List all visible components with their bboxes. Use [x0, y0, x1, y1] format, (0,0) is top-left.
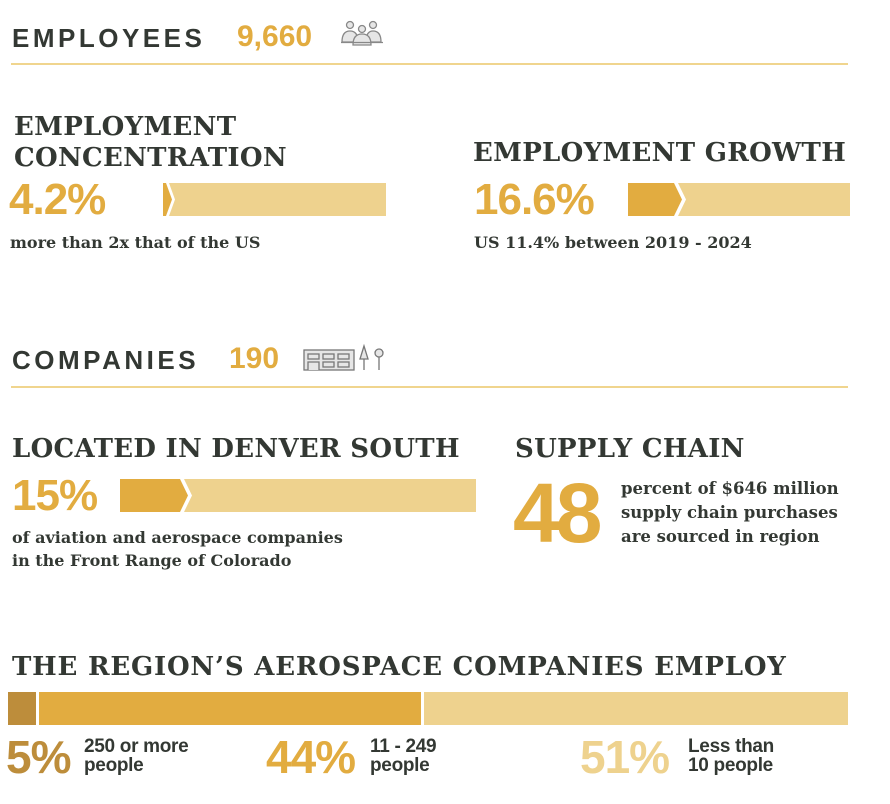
supply-note-line3: are sourced in region: [621, 527, 820, 546]
region-medium-label: 11 - 249 people: [370, 736, 437, 776]
divider: [11, 386, 848, 388]
region-large-line2: people: [84, 755, 144, 776]
growth-value: 16.6%: [474, 175, 595, 224]
region-bar-large: [8, 692, 36, 725]
located-value: 15%: [12, 471, 98, 520]
companies-label: COMPANIES: [12, 345, 200, 375]
region-bar-medium: [39, 692, 421, 725]
employees-label: EMPLOYEES: [12, 23, 206, 53]
region-medium-value: 44%: [266, 731, 356, 783]
region-small-value: 51%: [580, 731, 670, 783]
concentration-title-line2: CONCENTRATION: [14, 143, 287, 173]
region-medium-line2: people: [370, 755, 430, 776]
concentration-value: 4.2%: [9, 175, 106, 224]
region-small-line1: Less than: [688, 736, 774, 757]
people-icon: [341, 20, 383, 46]
growth-bar-fill: [628, 183, 682, 216]
concentration-title-line1: EMPLOYMENT: [14, 112, 237, 142]
growth-bar-remainder: [678, 183, 850, 216]
buildings-icon: [303, 343, 384, 371]
concentration-title: EMPLOYMENT CONCENTRATION: [14, 112, 287, 174]
region-small-label: Less than 10 people: [688, 737, 774, 775]
located-note-line2: in the Front Range of Colorado: [12, 551, 292, 570]
supply-note: percent of $646 million supply chain pur…: [621, 477, 839, 549]
growth-title: EMPLOYMENT GROWTH: [473, 138, 847, 168]
concentration-bar-remainder: [169, 183, 386, 216]
supply-note-line2: supply chain purchases: [621, 503, 838, 522]
supply-title: SUPPLY CHAIN: [515, 434, 745, 464]
located-bar-fill: [120, 479, 188, 512]
concentration-bar-fill: [163, 183, 172, 216]
growth-note: US 11.4% between 2019 - 2024: [474, 233, 752, 252]
located-note: of aviation and aerospace companies in t…: [12, 526, 343, 572]
supply-note-line1: percent of $646 million: [621, 479, 839, 498]
companies-value: 190: [229, 342, 280, 375]
region-large-line1: 250 or more: [84, 736, 189, 757]
region-bar-small: [424, 692, 848, 725]
located-bar-remainder: [184, 479, 476, 512]
concentration-note: more than 2x that of the US: [10, 233, 261, 252]
located-title: LOCATED IN DENVER SOUTH: [12, 434, 460, 464]
growth-bar: [628, 183, 850, 216]
located-note-line1: of aviation and aerospace companies: [12, 528, 343, 547]
supply-value: 48: [513, 466, 602, 560]
region-title: THE REGION’S AEROSPACE COMPANIES EMPLOY: [12, 652, 787, 682]
concentration-bar: [163, 183, 386, 216]
divider: [11, 63, 848, 65]
region-large-label: 250 or more people: [84, 736, 189, 776]
region-small-line2: 10 people: [688, 755, 773, 776]
employees-value: 9,660: [237, 20, 313, 53]
region-large-value: 5%: [6, 731, 71, 783]
region-medium-line1: 11 - 249: [370, 736, 437, 757]
located-bar: [120, 479, 476, 512]
